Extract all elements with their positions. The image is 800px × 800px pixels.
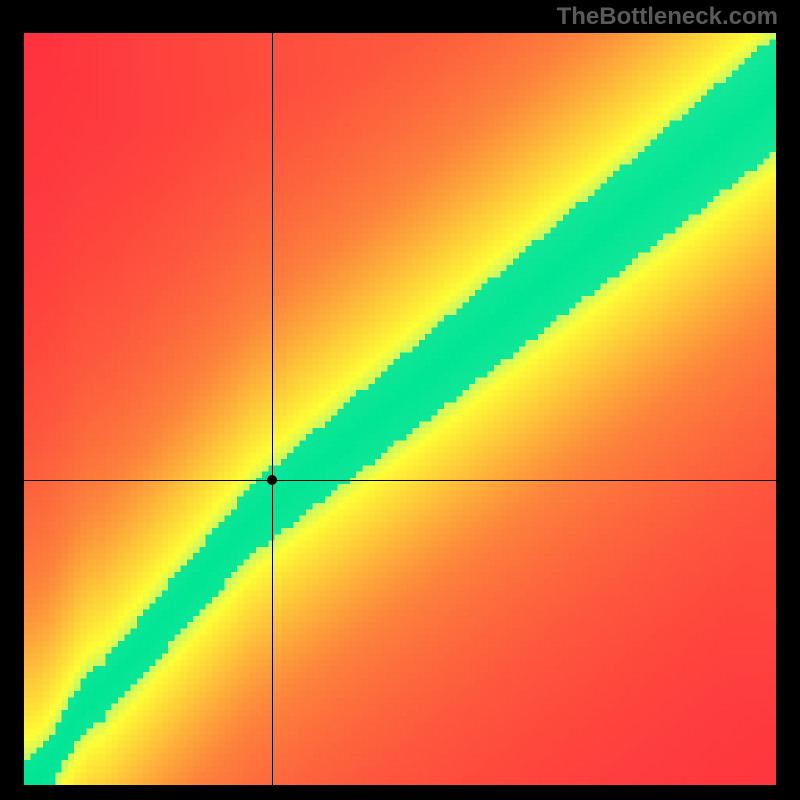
heatmap-canvas — [24, 33, 776, 785]
crosshair-horizontal — [24, 480, 776, 481]
figure-root: TheBottleneck.com — [0, 0, 800, 800]
crosshair-vertical — [272, 33, 273, 785]
heatmap-plot-area — [24, 33, 776, 785]
watermark-text: TheBottleneck.com — [557, 3, 778, 31]
